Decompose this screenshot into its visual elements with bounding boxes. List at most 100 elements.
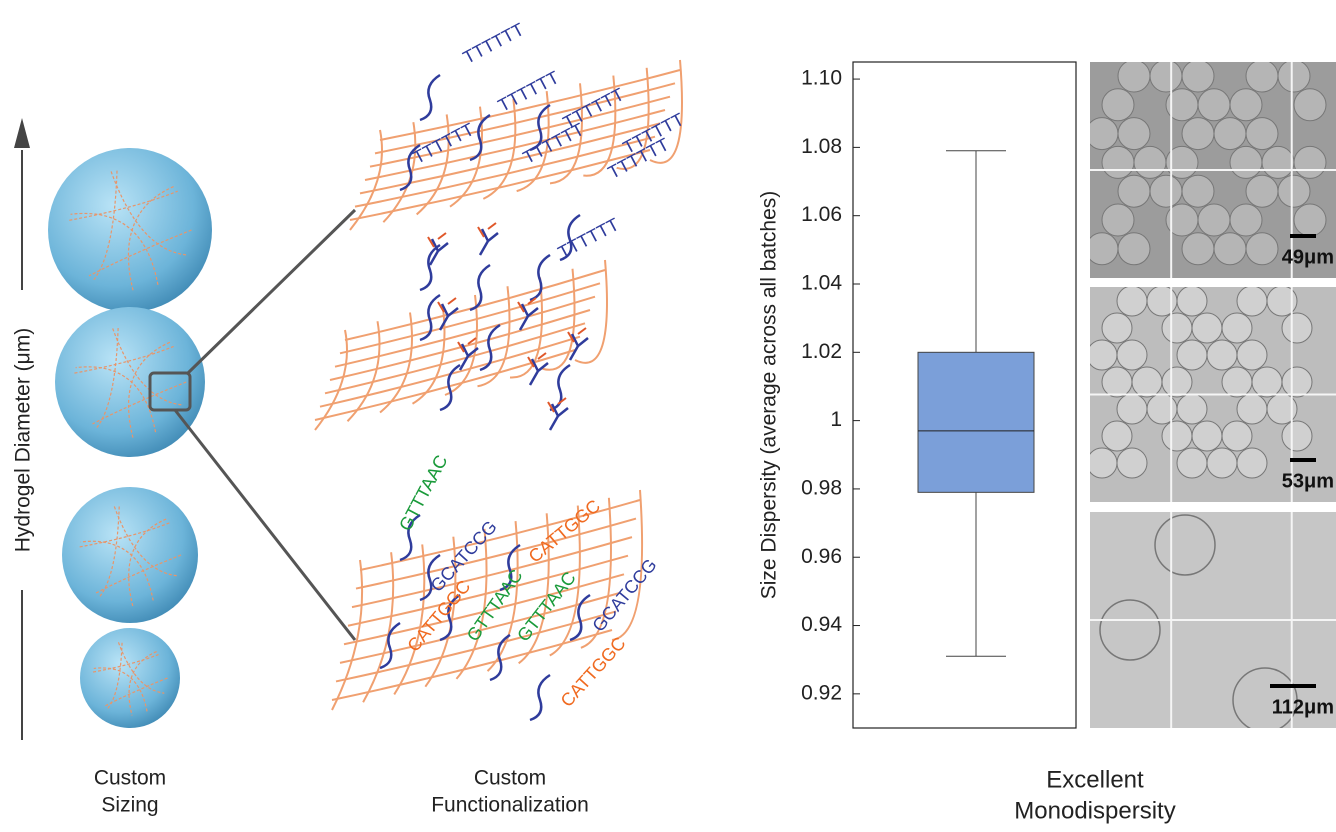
droplet xyxy=(1101,420,1133,452)
gel-strand xyxy=(88,229,192,277)
gel-strand xyxy=(113,506,177,577)
strand xyxy=(559,213,581,262)
strand xyxy=(529,103,551,152)
droplet xyxy=(1116,447,1148,479)
sphere xyxy=(48,148,212,312)
droplet xyxy=(1191,312,1223,344)
strand xyxy=(469,113,491,162)
droplet xyxy=(1090,232,1119,266)
mesh-line xyxy=(649,59,683,164)
mesh-line xyxy=(393,544,426,695)
droplet xyxy=(1146,393,1178,425)
mesh-line xyxy=(574,259,608,364)
antibody xyxy=(477,222,497,238)
droplet xyxy=(1236,339,1268,371)
droplet xyxy=(1213,117,1247,151)
droplet xyxy=(1293,88,1327,122)
droplet xyxy=(1117,62,1151,93)
droplet xyxy=(1146,287,1178,317)
zoom-box xyxy=(148,371,192,412)
droplet xyxy=(1161,312,1193,344)
droplet xyxy=(1206,447,1238,479)
droplet xyxy=(1176,447,1208,479)
droplet xyxy=(1101,312,1133,344)
antibody xyxy=(478,228,499,256)
y-tick-label: 0.92 xyxy=(801,681,842,704)
gel-strand xyxy=(95,554,182,594)
sequence: GTTTAAC xyxy=(395,452,451,534)
mesh-line xyxy=(580,497,612,649)
antibody xyxy=(568,333,589,361)
antibody xyxy=(437,297,457,313)
mesh-line xyxy=(349,149,651,221)
droplet xyxy=(1245,62,1279,93)
mesh-line xyxy=(339,282,601,355)
droplet xyxy=(1197,203,1231,237)
micrograph-content xyxy=(1090,287,1336,502)
droplet xyxy=(1101,145,1135,179)
plot-frame xyxy=(852,61,1077,729)
scale-label: 49μm xyxy=(1282,246,1334,268)
antibody xyxy=(438,303,459,331)
droplet xyxy=(1181,62,1215,93)
mesh-line xyxy=(314,349,576,421)
mesh-line xyxy=(354,135,656,208)
mesh-line xyxy=(516,90,550,193)
gel-strand xyxy=(92,653,160,673)
antibody xyxy=(428,238,449,266)
strand xyxy=(419,293,441,342)
droplet xyxy=(1206,339,1238,371)
gel-strand xyxy=(79,522,170,548)
sequence: GCATCCG xyxy=(588,555,660,636)
micrographs: 49μm 53μm 112μm xyxy=(1090,62,1336,728)
axis-label: Hydrogel Diameter (μm) xyxy=(12,328,35,552)
droplet xyxy=(1277,174,1311,208)
mesh-line xyxy=(324,322,586,395)
y-tick-label: 1 xyxy=(830,408,842,431)
mesh-line xyxy=(482,98,517,200)
droplet xyxy=(1149,174,1183,208)
gel-strand xyxy=(112,328,182,406)
droplet xyxy=(1281,420,1313,452)
mesh-line xyxy=(611,489,644,641)
sizing-label: Custom xyxy=(94,767,166,790)
mesh-line xyxy=(542,268,576,371)
box-plot: 0.92 0.94 0.96 0.98 1 1.02 1.04 1.06 1.08 1.10 xyxy=(801,67,1035,704)
strand xyxy=(379,621,401,670)
droplet xyxy=(1101,366,1133,398)
y-tick-label: 1.04 xyxy=(801,272,842,295)
gel-strand xyxy=(70,212,159,285)
droplet xyxy=(1245,117,1279,151)
droplet xyxy=(1101,203,1135,237)
mesh-line xyxy=(362,552,395,703)
droplet xyxy=(1176,287,1208,317)
mesh-line xyxy=(334,295,596,368)
strand xyxy=(569,593,591,642)
droplet xyxy=(1261,145,1295,179)
scale-label: 112μm xyxy=(1272,696,1334,718)
antibody xyxy=(518,303,539,331)
mesh-line xyxy=(518,513,550,665)
droplet xyxy=(1232,667,1298,728)
sphere xyxy=(62,487,198,623)
droplet xyxy=(1099,599,1161,661)
hydrogel-mesh xyxy=(314,59,683,711)
strand xyxy=(499,543,521,592)
droplet xyxy=(1101,88,1135,122)
y-tick-label: 1.10 xyxy=(801,67,842,90)
droplet xyxy=(1176,393,1208,425)
droplet xyxy=(1161,366,1193,398)
droplet xyxy=(1245,174,1279,208)
gel-strand xyxy=(128,650,157,716)
droplet xyxy=(1293,203,1327,237)
antibody xyxy=(517,297,537,313)
sizing-label: Sizing xyxy=(101,794,158,817)
mesh-line xyxy=(374,82,676,155)
droplet xyxy=(1213,232,1247,266)
gel-strand xyxy=(92,381,187,425)
strand xyxy=(489,633,511,682)
strand xyxy=(529,673,551,722)
mesh-line xyxy=(379,312,413,414)
antibody xyxy=(427,232,447,248)
arrow-head xyxy=(14,118,30,148)
